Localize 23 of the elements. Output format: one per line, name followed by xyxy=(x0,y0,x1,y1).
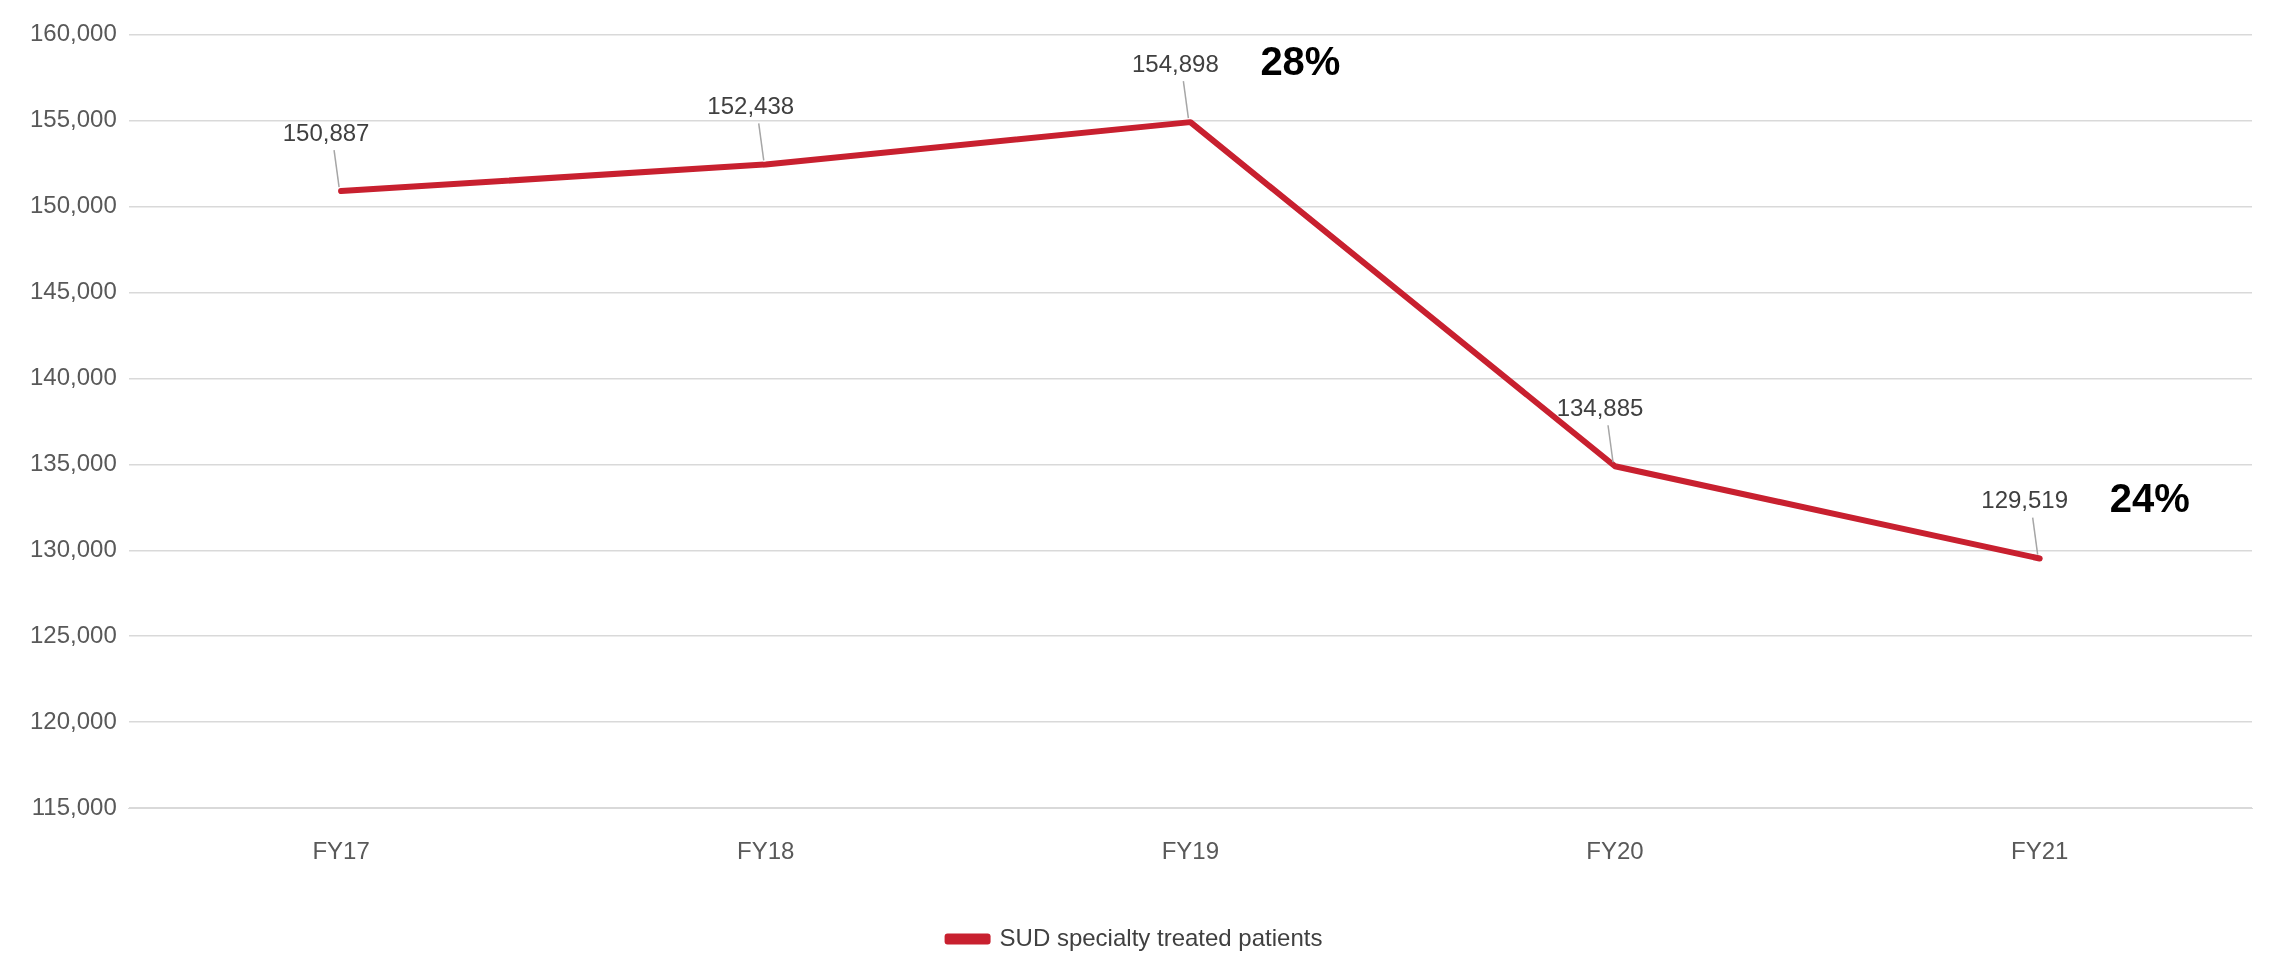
annotation: 24% xyxy=(2109,475,2190,520)
y-tick-label: 160,000 xyxy=(29,19,117,47)
data-label: 134,885 xyxy=(1556,393,1644,421)
data-label: 154,898 xyxy=(1131,49,1219,77)
y-tick-label: 125,000 xyxy=(29,620,117,648)
x-tick-label: FY17 xyxy=(312,837,370,865)
y-tick-label: 115,000 xyxy=(31,792,117,820)
x-tick-label: FY19 xyxy=(1161,837,1220,865)
y-tick-label: 145,000 xyxy=(29,276,117,304)
legend-label: SUD specialty treated patients xyxy=(999,923,1323,951)
y-tick-label: 155,000 xyxy=(29,105,117,132)
y-tick-label: 140,000 xyxy=(29,362,117,390)
y-tick-label: 120,000 xyxy=(29,706,117,734)
x-tick-label: FY21 xyxy=(2010,837,2069,865)
y-tick-label: 130,000 xyxy=(29,534,117,562)
y-tick-label: 135,000 xyxy=(29,448,117,476)
data-label: 150,887 xyxy=(282,118,370,146)
y-tick-label: 150,000 xyxy=(29,190,117,218)
x-tick-label: FY18 xyxy=(737,837,795,865)
annotation: 28% xyxy=(1260,39,1341,84)
x-tick-label: FY20 xyxy=(1586,837,1644,865)
data-label: 152,438 xyxy=(707,92,795,120)
data-label: 129,519 xyxy=(1981,486,2069,514)
